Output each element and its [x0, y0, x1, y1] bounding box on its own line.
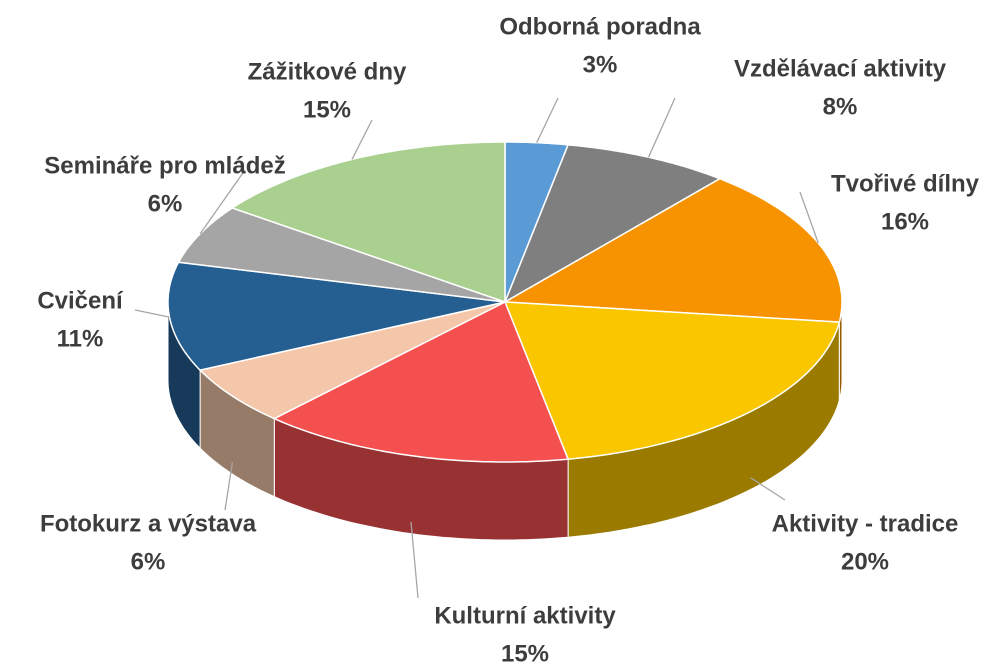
value-label: 15%	[501, 640, 549, 666]
slice	[503, 301, 841, 461]
value-label: 8%	[823, 93, 858, 120]
category-label: Vzdělávací aktivity	[734, 55, 947, 82]
category-label: Semináře pro mládež	[44, 152, 285, 179]
leader-line	[536, 97, 559, 143]
category-label: Kulturní aktivity	[434, 602, 616, 629]
leader-line	[224, 462, 234, 511]
value-label: 15%	[303, 96, 351, 123]
slice	[272, 300, 570, 463]
slice	[198, 301, 506, 420]
leader-line	[351, 119, 373, 160]
category-label: Cvičení	[37, 287, 124, 314]
value-label: 20%	[841, 548, 889, 575]
leader-line	[750, 477, 786, 501]
category-label: Odborná poradna	[499, 13, 701, 40]
value-label: 16%	[881, 208, 929, 235]
category-label: Tvořivé dílny	[831, 170, 980, 197]
leader-line	[134, 309, 170, 318]
value-label: 3%	[583, 51, 618, 78]
category-label: Zážitkové dny	[248, 58, 407, 85]
leader-line	[410, 521, 419, 599]
leader-line	[647, 97, 676, 158]
category-label: Fotokurz a výstava	[40, 510, 257, 537]
value-label: 6%	[148, 190, 183, 217]
value-label: 6%	[131, 548, 166, 575]
leader-line	[799, 191, 819, 244]
value-label: 11%	[57, 325, 104, 352]
category-label: Aktivity - tradice	[772, 510, 959, 537]
leader-line	[199, 169, 246, 235]
